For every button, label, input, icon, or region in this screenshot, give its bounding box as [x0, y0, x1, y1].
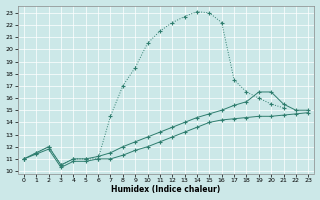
X-axis label: Humidex (Indice chaleur): Humidex (Indice chaleur) [111, 185, 221, 194]
